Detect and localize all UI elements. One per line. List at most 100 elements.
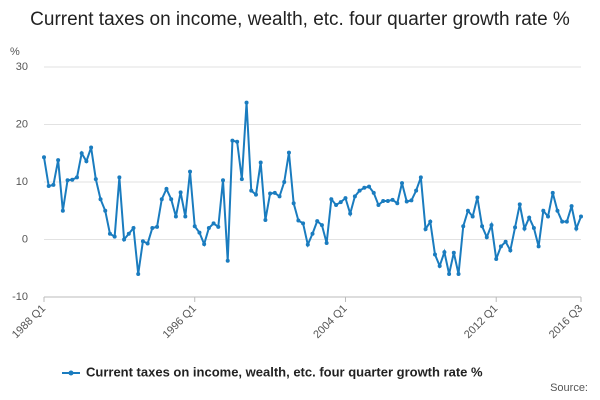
point bbox=[367, 184, 372, 189]
point bbox=[447, 272, 452, 276]
point bbox=[268, 191, 273, 196]
point bbox=[155, 224, 160, 229]
point bbox=[541, 208, 546, 213]
point bbox=[305, 242, 310, 247]
point bbox=[169, 197, 174, 202]
point bbox=[211, 221, 216, 226]
point bbox=[46, 184, 51, 189]
point bbox=[310, 231, 315, 236]
point bbox=[89, 145, 94, 150]
point bbox=[183, 214, 188, 219]
x-tick-label: 2004 Q1 bbox=[311, 303, 349, 341]
point bbox=[531, 226, 536, 230]
point bbox=[126, 231, 131, 236]
point bbox=[164, 186, 169, 191]
point bbox=[522, 226, 527, 231]
point bbox=[489, 223, 494, 228]
point bbox=[131, 226, 136, 230]
y-tick-label: 30 bbox=[16, 61, 28, 73]
point bbox=[381, 198, 386, 203]
point bbox=[414, 188, 419, 193]
point bbox=[84, 159, 89, 164]
point bbox=[202, 242, 207, 247]
x-tick-label: 1996 Q1 bbox=[161, 303, 199, 341]
point bbox=[145, 241, 150, 246]
point bbox=[494, 257, 499, 262]
point bbox=[334, 203, 339, 207]
point bbox=[65, 178, 70, 183]
x-tick-label: 1988 Q1 bbox=[10, 303, 48, 341]
chart-title: Current taxes on income, wealth, etc. fo… bbox=[30, 9, 570, 30]
point bbox=[362, 185, 367, 190]
point bbox=[253, 192, 258, 197]
point bbox=[470, 214, 475, 219]
point bbox=[546, 214, 551, 219]
point bbox=[291, 201, 296, 206]
point bbox=[249, 188, 254, 193]
point bbox=[188, 169, 193, 174]
legend-point bbox=[68, 370, 74, 376]
point bbox=[178, 190, 183, 195]
point bbox=[404, 199, 409, 204]
point bbox=[197, 230, 202, 235]
point bbox=[173, 214, 178, 219]
point bbox=[324, 240, 329, 245]
point bbox=[357, 188, 362, 193]
point bbox=[348, 211, 353, 216]
point bbox=[527, 215, 532, 220]
point bbox=[513, 225, 518, 230]
point bbox=[569, 204, 574, 209]
point bbox=[564, 219, 569, 224]
point bbox=[221, 178, 225, 183]
point bbox=[395, 201, 400, 206]
point bbox=[503, 239, 508, 244]
point bbox=[230, 138, 235, 143]
point bbox=[376, 203, 381, 207]
point bbox=[140, 239, 145, 244]
point bbox=[319, 223, 324, 228]
point bbox=[112, 234, 117, 239]
y-tick-label: -10 bbox=[12, 291, 28, 303]
point bbox=[371, 190, 376, 195]
point bbox=[296, 218, 301, 223]
x-tick-label: 2016 Q3 bbox=[547, 303, 585, 341]
point bbox=[107, 231, 112, 236]
point bbox=[329, 197, 334, 202]
point bbox=[286, 150, 291, 155]
y-tick-label: 20 bbox=[16, 118, 28, 130]
y-axis-unit: % bbox=[10, 46, 20, 58]
point bbox=[465, 208, 470, 213]
point bbox=[192, 224, 197, 229]
point bbox=[428, 219, 433, 224]
point bbox=[555, 208, 560, 213]
point bbox=[216, 224, 221, 229]
point bbox=[150, 226, 155, 230]
point bbox=[244, 100, 249, 105]
point bbox=[508, 248, 513, 253]
point bbox=[51, 182, 56, 187]
point bbox=[315, 219, 320, 224]
point bbox=[418, 175, 423, 180]
point bbox=[352, 194, 357, 199]
point bbox=[79, 151, 84, 156]
point bbox=[282, 180, 287, 184]
point bbox=[574, 226, 579, 231]
legend-label: Current taxes on income, wealth, etc. fo… bbox=[86, 364, 483, 379]
point bbox=[400, 181, 404, 186]
point bbox=[117, 175, 122, 180]
point bbox=[235, 139, 240, 144]
point bbox=[390, 197, 395, 202]
point bbox=[536, 244, 541, 249]
point bbox=[272, 190, 277, 195]
point bbox=[277, 194, 282, 199]
point bbox=[206, 226, 211, 230]
x-tick-label: 2012 Q1 bbox=[462, 303, 500, 341]
point bbox=[103, 208, 108, 213]
point bbox=[442, 250, 447, 255]
point bbox=[484, 235, 489, 240]
point bbox=[258, 160, 263, 165]
point bbox=[159, 197, 164, 202]
point bbox=[74, 175, 79, 180]
